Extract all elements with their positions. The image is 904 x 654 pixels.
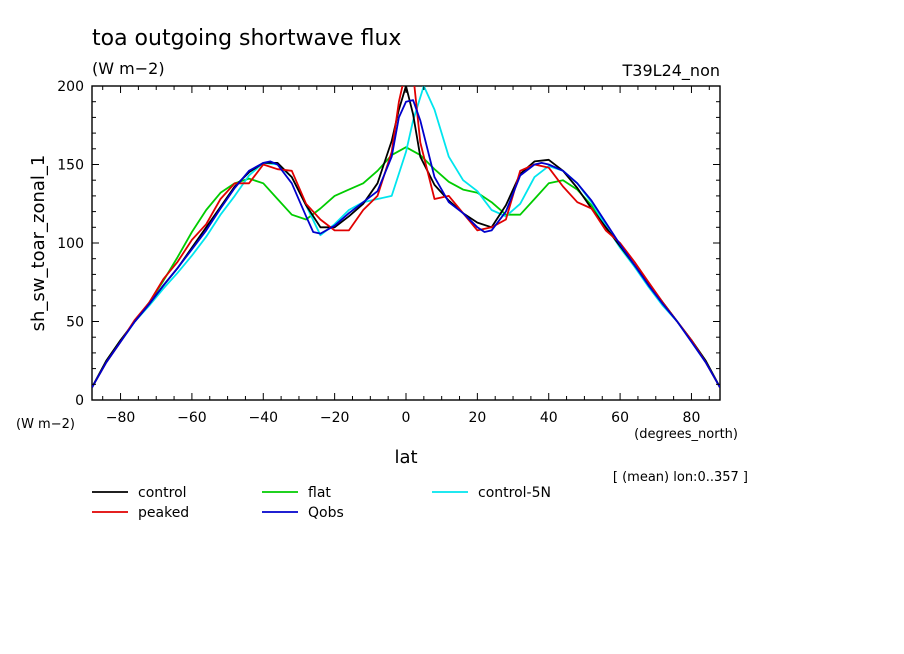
y-tick-label: 100 bbox=[57, 236, 84, 252]
y-axis-units: (W m−2) bbox=[16, 417, 75, 432]
y-tick-label: 0 bbox=[75, 393, 84, 409]
y-tick-label: 200 bbox=[57, 79, 84, 95]
title-units: (W m−2) bbox=[92, 59, 165, 78]
x-tick-label: 20 bbox=[468, 410, 486, 426]
x-tick-label: 40 bbox=[540, 410, 558, 426]
legend-item: flat bbox=[262, 485, 331, 501]
legend-label: peaked bbox=[138, 505, 189, 521]
series-line-control-5n bbox=[92, 86, 720, 388]
y-tick-label: 50 bbox=[66, 315, 84, 331]
legend: control peaked flat Qobs control-5N bbox=[92, 485, 551, 521]
y-tick-label: 150 bbox=[57, 158, 84, 174]
x-tick-label: −20 bbox=[320, 410, 350, 426]
y-axis-label: sh_sw_toar_zonal_1 bbox=[28, 155, 49, 332]
x-axis-units: (degrees_north) bbox=[634, 427, 738, 442]
series-line-flat bbox=[92, 146, 720, 388]
series-line-peaked bbox=[92, 86, 720, 388]
x-tick-label: −80 bbox=[106, 410, 136, 426]
legend-label: control-5N bbox=[478, 485, 551, 501]
x-tick-label: 0 bbox=[402, 410, 411, 426]
x-tick-label: −40 bbox=[248, 410, 278, 426]
x-axis-label: lat bbox=[394, 447, 417, 468]
legend-label: flat bbox=[308, 485, 331, 501]
model-label: T39L24_non bbox=[622, 61, 720, 81]
series-line-qobs bbox=[92, 99, 720, 388]
x-tick-label: −60 bbox=[177, 410, 207, 426]
plot-area bbox=[91, 85, 721, 401]
legend-item: control bbox=[92, 485, 187, 501]
x-tick-label: 60 bbox=[611, 410, 629, 426]
footnote: [ (mean) lon:0..357 ] bbox=[613, 470, 748, 485]
legend-label: control bbox=[138, 485, 187, 501]
legend-item: Qobs bbox=[262, 505, 344, 521]
x-axis-ticks: −80 −60 −40 −20 0 20 40 60 80 bbox=[102, 86, 710, 426]
series-group bbox=[92, 86, 720, 388]
chart-title: toa outgoing shortwave flux bbox=[92, 26, 401, 51]
legend-label: Qobs bbox=[308, 505, 344, 521]
legend-item: control-5N bbox=[432, 485, 551, 501]
y-axis-ticks: 0 50 100 150 200 bbox=[57, 79, 720, 409]
legend-item: peaked bbox=[92, 505, 189, 521]
x-tick-label: 80 bbox=[683, 410, 701, 426]
series-line-control bbox=[92, 86, 720, 388]
